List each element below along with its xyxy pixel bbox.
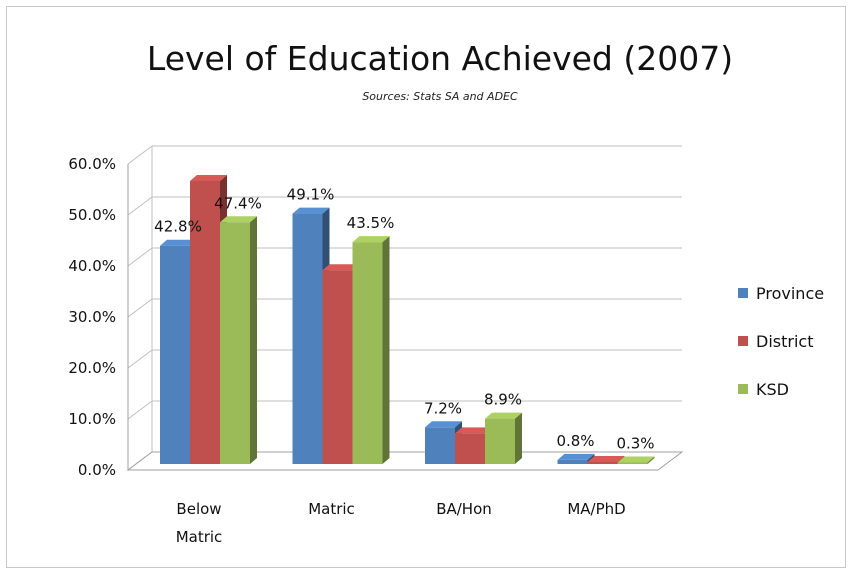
bar-top [617,456,655,463]
legend-label: KSD [756,380,789,399]
category-label: MA/PhD [567,500,625,518]
bar [352,242,383,464]
gridline-side [127,349,153,369]
legend: Province District KSD [738,284,824,399]
data-label: 0.3% [616,434,654,452]
data-label: 8.9% [484,391,522,409]
chart-title: Level of Education Achieved (2007) [147,39,733,78]
bar [322,270,353,464]
category-label: Matric [176,528,223,546]
bar [160,245,190,464]
legend-swatch [738,336,748,346]
bar-top [292,207,330,214]
data-label: 43.5% [347,214,395,232]
gridline-side [127,247,153,267]
bar-top [455,427,492,434]
data-label: 42.8% [154,218,202,236]
bar-side [250,216,257,464]
bar-top [160,239,197,246]
category-label: Below [176,500,221,518]
data-label: 49.1% [287,186,335,204]
data-label: 7.2% [424,399,462,417]
chart-subtitle: Sources: Stats SA and ADEC [362,90,518,103]
bar-top [485,412,522,419]
legend-label: Province [756,284,824,303]
data-labels: 42.8% 49.1% 7.2% 0.8% 47.4% 43.5% 8.9% 0.3% [154,186,654,453]
bars [160,174,655,464]
bar [455,433,485,464]
bar-top [557,453,595,460]
category-labels: Below Matric Matric BA/Hon MA/PhD [176,500,626,546]
bar [190,180,220,464]
axis [126,146,684,471]
gridline-side [127,400,153,420]
bar [557,459,588,464]
y-tick-label: 30.0% [68,308,116,326]
y-tick-label: 20.0% [68,359,116,377]
legend-swatch [738,384,748,394]
gridline-side [127,145,153,165]
chart-floor [126,451,684,471]
category-label: Matric [308,500,355,518]
bar-side [647,456,655,464]
bar-top [220,216,257,223]
gridline-side [127,298,153,318]
y-tick-label: 40.0% [68,257,116,275]
bar-top [352,236,390,243]
bar-top [587,455,625,462]
data-label: 47.4% [214,194,262,212]
bar [220,222,250,464]
bar-top [190,174,227,181]
bar [587,461,618,464]
category-label: BA/Hon [436,500,492,518]
data-label: 0.8% [556,432,594,450]
y-tick-label: 0.0% [78,461,116,479]
gridline-side [127,196,153,216]
bar [292,213,323,464]
bar-top [322,264,360,271]
y-tick-label: 60.0% [68,155,116,173]
legend-swatch [738,288,748,298]
bar-side [382,236,390,464]
bar [485,418,515,464]
bar [425,427,455,464]
legend-label: District [756,332,813,351]
y-tick-label: 10.0% [68,410,116,428]
bar [617,462,648,464]
bar-top [425,421,462,428]
chart-frame [6,6,846,568]
y-tick-labels: 0.0% 10.0% 20.0% 30.0% 40.0% 50.0% 60.0% [68,155,116,479]
y-tick-label: 50.0% [68,206,116,224]
bar-side [515,412,522,464]
